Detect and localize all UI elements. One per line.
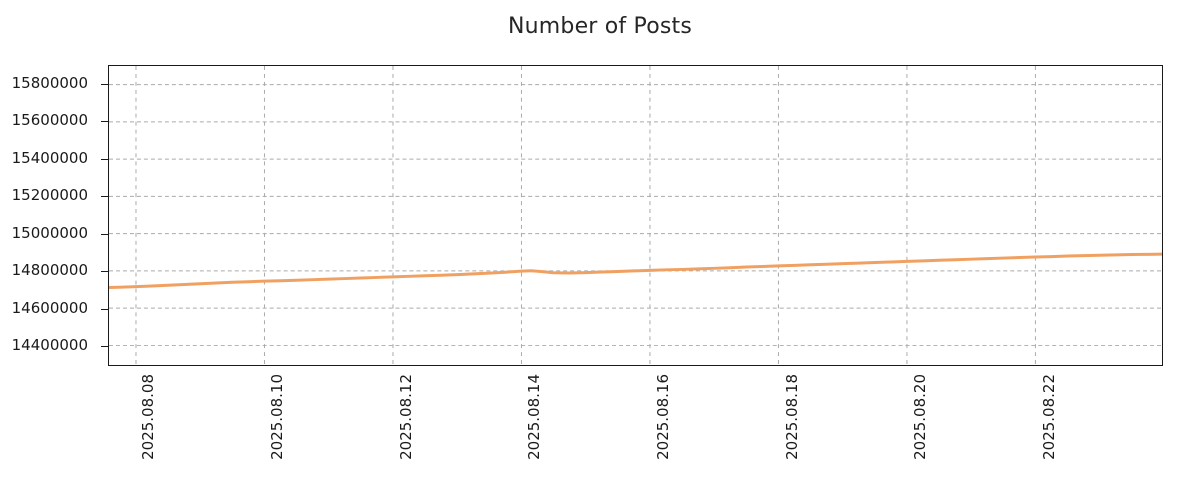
y-axis-tick-label: 14800000 xyxy=(11,261,88,280)
x-axis-tick-label: 2025.08.14 xyxy=(525,374,544,460)
x-axis-tick-label: 2025.08.16 xyxy=(653,374,672,460)
x-axis-tick-label: 2025.08.12 xyxy=(396,374,415,460)
y-axis-tick-mark xyxy=(101,121,108,123)
x-axis-tick-label: 2025.08.10 xyxy=(267,374,286,460)
x-axis-tick-label: 2025.08.22 xyxy=(1040,374,1059,460)
y-axis-tick-mark xyxy=(101,346,108,348)
x-axis-tick-label: 2025.08.20 xyxy=(911,374,930,460)
series-line-number-of-posts xyxy=(109,252,1162,289)
y-axis-tick-label: 15800000 xyxy=(11,73,88,92)
x-axis-tick-label: 2025.08.18 xyxy=(782,374,801,460)
y-axis-tick-label: 15000000 xyxy=(11,223,88,242)
chart-title: Number of Posts xyxy=(507,14,693,39)
y-axis-tick-mark xyxy=(101,233,108,235)
y-axis-tick-label: 14400000 xyxy=(11,336,88,355)
data-series-line xyxy=(109,252,1162,289)
plot-area xyxy=(108,65,1163,366)
y-axis-tick-label: 14600000 xyxy=(11,298,88,317)
y-axis-tick-label: 15400000 xyxy=(11,148,88,167)
y-axis-tick-mark xyxy=(101,158,108,160)
y-axis-tick-label: 15600000 xyxy=(11,111,88,130)
y-axis-tick-mark xyxy=(101,271,108,273)
y-axis-tick-label: 15200000 xyxy=(11,186,88,205)
x-axis-tick-label: 2025.08.08 xyxy=(139,374,158,460)
y-axis-tick-mark xyxy=(101,308,108,310)
y-axis-tick-mark xyxy=(101,196,108,198)
y-axis-tick-mark xyxy=(101,83,108,85)
